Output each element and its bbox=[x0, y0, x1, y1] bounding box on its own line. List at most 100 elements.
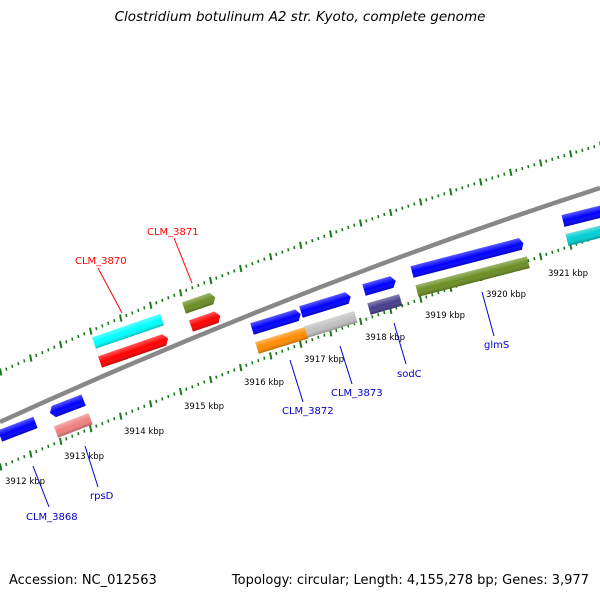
gene-clm3870 bbox=[92, 313, 165, 349]
tick-mark bbox=[137, 308, 140, 313]
tick-mark bbox=[479, 178, 483, 186]
tick-mark bbox=[227, 370, 230, 375]
tick-mark bbox=[11, 460, 14, 464]
tick-mark bbox=[323, 234, 326, 238]
tick-mark bbox=[389, 208, 393, 217]
tick-mark bbox=[431, 196, 434, 200]
tick-mark bbox=[161, 298, 164, 302]
tick-mark bbox=[521, 166, 524, 171]
tick-mark bbox=[149, 301, 153, 309]
tick-mark bbox=[131, 311, 134, 315]
tick-mark bbox=[179, 289, 183, 297]
tick-mark bbox=[47, 444, 50, 449]
tick-mark bbox=[527, 259, 530, 263]
tick-mark bbox=[71, 337, 74, 341]
tick-mark bbox=[23, 359, 26, 363]
tick-mark bbox=[419, 198, 423, 206]
tick-mark bbox=[131, 409, 134, 413]
tick-mark bbox=[233, 368, 236, 372]
gene-label-sodc: sodC bbox=[397, 369, 422, 380]
tick-mark bbox=[359, 219, 363, 227]
tick-mark bbox=[125, 313, 128, 318]
tick-mark bbox=[371, 217, 374, 221]
gene-clm3871-red bbox=[189, 311, 221, 332]
tick-mark bbox=[425, 295, 428, 299]
tick-mark bbox=[281, 349, 284, 353]
tick-mark bbox=[245, 264, 248, 268]
tick-mark bbox=[239, 264, 243, 273]
tick-mark bbox=[581, 148, 584, 152]
tick-mark bbox=[377, 313, 380, 317]
tick-mark bbox=[221, 274, 224, 278]
outer-tick-row bbox=[0, 141, 600, 376]
tick-mark bbox=[533, 163, 536, 167]
position-label-3917: 3917 kbp bbox=[304, 355, 344, 365]
tick-mark bbox=[155, 301, 158, 305]
tick-mark bbox=[179, 387, 183, 396]
tick-mark bbox=[41, 447, 44, 451]
tick-mark bbox=[59, 437, 63, 445]
tick-mark bbox=[449, 188, 453, 196]
accession-text: Accession: NC_012563 bbox=[9, 573, 157, 588]
tick-mark bbox=[287, 248, 290, 252]
tick-mark bbox=[101, 324, 104, 328]
tick-mark bbox=[83, 429, 86, 433]
tick-mark bbox=[17, 457, 20, 461]
tick-mark bbox=[293, 344, 296, 349]
gene-glms-blue bbox=[410, 238, 524, 278]
tick-mark bbox=[287, 347, 290, 351]
gene-label-clm3872: CLM_3872 bbox=[282, 406, 334, 417]
tick-mark bbox=[431, 293, 434, 297]
tick-mark bbox=[161, 397, 164, 401]
tick-mark bbox=[203, 380, 206, 384]
tick-mark bbox=[419, 295, 423, 303]
tick-mark bbox=[191, 286, 194, 290]
tick-mark bbox=[251, 361, 254, 365]
tick-mark bbox=[263, 356, 266, 360]
gene-label-glms: glmS bbox=[484, 340, 509, 351]
tick-mark bbox=[191, 385, 194, 389]
tick-mark bbox=[0, 368, 3, 376]
tick-mark bbox=[551, 250, 554, 254]
gene-labels: CLM_3870 CLM_3871 CLM_3868 rpsD CLM_3872… bbox=[26, 227, 509, 523]
tick-mark bbox=[329, 230, 333, 238]
tick-mark bbox=[197, 283, 200, 288]
position-label-3913: 3913 kbp bbox=[64, 452, 104, 462]
map-title: Clostridium botulinum A2 str. Kyoto, com… bbox=[114, 9, 486, 25]
tick-mark bbox=[167, 296, 170, 300]
tick-mark bbox=[545, 159, 548, 163]
gene-right-edge-blue bbox=[561, 205, 600, 227]
tick-mark bbox=[239, 363, 243, 372]
tick-mark bbox=[551, 157, 554, 161]
tick-mark bbox=[23, 454, 26, 459]
tick-mark bbox=[371, 315, 374, 319]
position-label-3921: 3921 kbp bbox=[548, 269, 588, 279]
gene-label-clm3871: CLM_3871 bbox=[147, 227, 199, 238]
position-label-3916: 3916 kbp bbox=[244, 378, 284, 388]
tick-mark bbox=[557, 248, 560, 252]
tick-mark bbox=[107, 321, 110, 325]
leader-clm3870 bbox=[97, 267, 123, 314]
gene-clm3870-red bbox=[98, 334, 169, 368]
backbone-line bbox=[0, 185, 600, 425]
tick-mark bbox=[341, 227, 344, 232]
tick-mark bbox=[443, 192, 446, 196]
tick-mark bbox=[119, 314, 123, 322]
tick-mark bbox=[401, 206, 404, 210]
position-label-3912: 3912 kbp bbox=[5, 477, 45, 487]
tick-mark bbox=[299, 340, 303, 348]
tick-mark bbox=[215, 375, 218, 379]
label-leaders bbox=[32, 237, 495, 508]
gene-arrows bbox=[0, 205, 600, 442]
gene-clm3871 bbox=[182, 292, 216, 314]
tick-mark bbox=[275, 351, 278, 356]
tick-mark bbox=[335, 328, 338, 333]
position-label-3919: 3919 kbp bbox=[425, 311, 465, 321]
tick-mark bbox=[539, 159, 543, 167]
tick-mark bbox=[143, 306, 146, 310]
tick-mark bbox=[263, 257, 266, 261]
gene-clm3873-blue bbox=[299, 292, 351, 318]
tick-mark bbox=[41, 351, 44, 355]
tick-mark bbox=[209, 276, 213, 285]
tick-mark bbox=[113, 319, 116, 323]
